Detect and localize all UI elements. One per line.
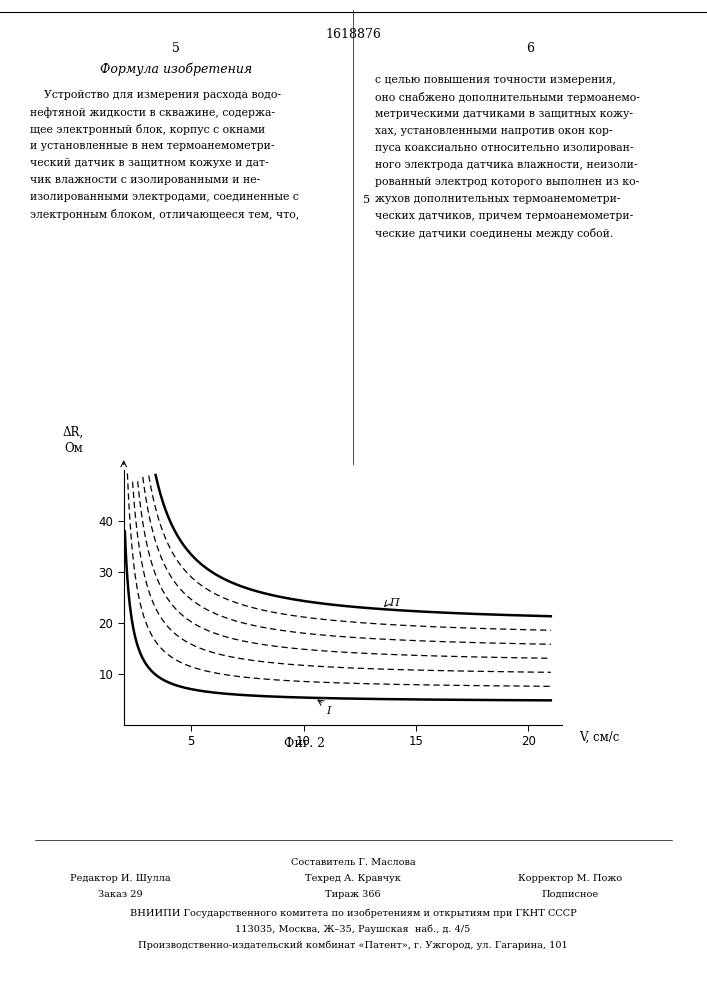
Text: 1618876: 1618876 xyxy=(325,28,381,41)
Text: 5: 5 xyxy=(363,195,370,205)
Text: ВНИИПИ Государственного комитета по изобретениям и открытиям при ГКНТ СССР: ВНИИПИ Государственного комитета по изоб… xyxy=(129,908,576,918)
Text: оно снабжено дополнительными термоанемо-: оно снабжено дополнительными термоанемо- xyxy=(375,92,640,103)
Text: Корректор М. Пожо: Корректор М. Пожо xyxy=(518,874,622,883)
Text: Подписное: Подписное xyxy=(542,890,599,899)
Text: жухов дополнительных термоанемометри-: жухов дополнительных термоанемометри- xyxy=(375,194,621,204)
Text: ческих датчиков, причем термоанемометри-: ческих датчиков, причем термоанемометри- xyxy=(375,211,633,221)
Text: электронным блоком, отличающееся тем, что,: электронным блоком, отличающееся тем, чт… xyxy=(30,209,299,220)
Text: Техред А. Кравчук: Техред А. Кравчук xyxy=(305,874,401,883)
Text: щее электронный блок, корпус с окнами: щее электронный блок, корпус с окнами xyxy=(30,124,265,135)
Text: и установленные в нем термоанемометри-: и установленные в нем термоанемометри- xyxy=(30,141,274,151)
Text: с целью повышения точности измерения,: с целью повышения точности измерения, xyxy=(375,75,616,85)
Text: Составитель Г. Маслова: Составитель Г. Маслова xyxy=(291,858,415,867)
Text: 5: 5 xyxy=(172,42,180,55)
Text: Π: Π xyxy=(389,598,399,608)
Text: 6: 6 xyxy=(526,42,534,55)
Text: Ι: Ι xyxy=(326,706,330,716)
Text: рованный электрод которого выполнен из ко-: рованный электрод которого выполнен из к… xyxy=(375,177,639,187)
Text: Фиг. 2: Фиг. 2 xyxy=(284,737,325,750)
Text: ческий датчик в защитном кожухе и дат-: ческий датчик в защитном кожухе и дат- xyxy=(30,158,269,168)
Text: ΔR,
Ом: ΔR, Ом xyxy=(63,426,84,455)
Text: Тираж 366: Тираж 366 xyxy=(325,890,381,899)
Text: ческие датчики соединены между собой.: ческие датчики соединены между собой. xyxy=(375,228,613,239)
Text: изолированными электродами, соединенные с: изолированными электродами, соединенные … xyxy=(30,192,299,202)
Text: Устройство для измерения расхода водо-: Устройство для измерения расхода водо- xyxy=(30,90,281,100)
Text: V, см/с: V, см/с xyxy=(580,731,620,744)
Text: Формула изобретения: Формула изобретения xyxy=(100,62,252,76)
Text: Заказ 29: Заказ 29 xyxy=(98,890,142,899)
Text: Производственно-издательский комбинат «Патент», г. Ужгород, ул. Гагарина, 101: Производственно-издательский комбинат «П… xyxy=(138,940,568,950)
Text: чик влажности с изолированными и не-: чик влажности с изолированными и не- xyxy=(30,175,260,185)
Text: Редактор И. Шулла: Редактор И. Шулла xyxy=(70,874,170,883)
Text: ного электрода датчика влажности, неизоли-: ного электрода датчика влажности, неизол… xyxy=(375,160,638,170)
Text: 113035, Москва, Ж–35, Раушская  наб., д. 4/5: 113035, Москва, Ж–35, Раушская наб., д. … xyxy=(235,924,471,934)
Text: пуса коаксиально относительно изолирован-: пуса коаксиально относительно изолирован… xyxy=(375,143,633,153)
Text: метрическими датчиками в защитных кожу-: метрическими датчиками в защитных кожу- xyxy=(375,109,633,119)
Text: нефтяной жидкости в скважине, содержа-: нефтяной жидкости в скважине, содержа- xyxy=(30,107,275,118)
Text: хах, установленными напротив окон кор-: хах, установленными напротив окон кор- xyxy=(375,126,613,136)
